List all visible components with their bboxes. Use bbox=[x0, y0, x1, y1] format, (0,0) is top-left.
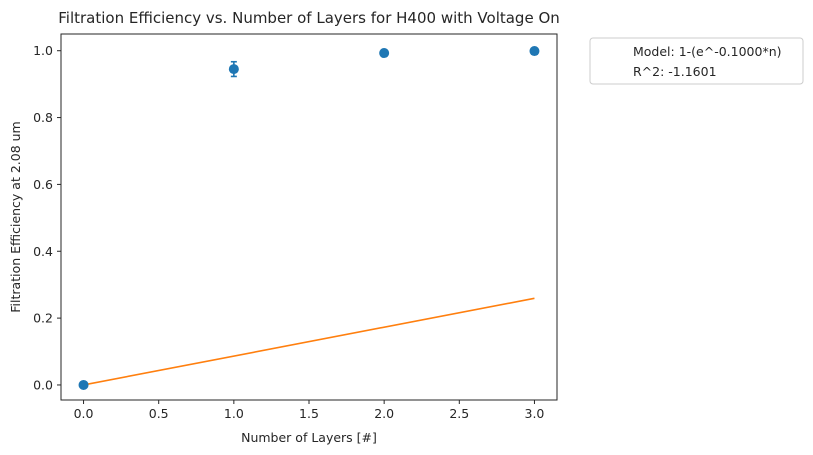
x-axis-label: Number of Layers [#] bbox=[241, 430, 377, 445]
x-tick-label: 1.0 bbox=[224, 406, 244, 421]
model-line bbox=[83, 297, 535, 386]
plot-frame bbox=[60, 33, 558, 401]
chart-title: Filtration Efficiency vs. Number of Laye… bbox=[58, 9, 560, 27]
y-tick-label: 0.2 bbox=[33, 311, 53, 326]
plot-area bbox=[60, 33, 558, 401]
y-tick-label: 0.8 bbox=[33, 110, 53, 125]
y-tick-label: 1.0 bbox=[33, 43, 53, 58]
data-point bbox=[78, 379, 89, 390]
x-tick-label: 2.5 bbox=[449, 406, 469, 421]
data-point bbox=[529, 46, 540, 57]
y-tick-label: 0.6 bbox=[33, 177, 53, 192]
data-point bbox=[379, 48, 390, 59]
x-tick-label: 0.5 bbox=[149, 406, 169, 421]
x-tick-label: 3.0 bbox=[525, 406, 545, 421]
legend: Model: 1-(e^-0.1000*n) R^2: -1.1601 bbox=[589, 37, 804, 85]
data-point bbox=[228, 64, 239, 75]
legend-entry-model: Model: 1-(e^-0.1000*n) bbox=[633, 44, 782, 59]
legend-entry-r2: R^2: -1.1601 bbox=[633, 64, 717, 79]
y-axis: 0.0 0.2 0.4 0.6 0.8 1.0 bbox=[33, 43, 61, 392]
x-axis: 0.0 0.5 1.0 1.5 2.0 2.5 3.0 bbox=[74, 400, 545, 421]
y-tick-label: 0.4 bbox=[33, 244, 53, 259]
legend-box bbox=[589, 37, 804, 85]
y-axis-label: Filtration Efficiency at 2.08 um bbox=[8, 121, 23, 312]
y-tick-label: 0.0 bbox=[33, 377, 53, 392]
x-tick-label: 0.0 bbox=[74, 406, 94, 421]
x-tick-label: 1.5 bbox=[299, 406, 319, 421]
series-layer bbox=[78, 46, 540, 390]
x-tick-label: 2.0 bbox=[374, 406, 394, 421]
